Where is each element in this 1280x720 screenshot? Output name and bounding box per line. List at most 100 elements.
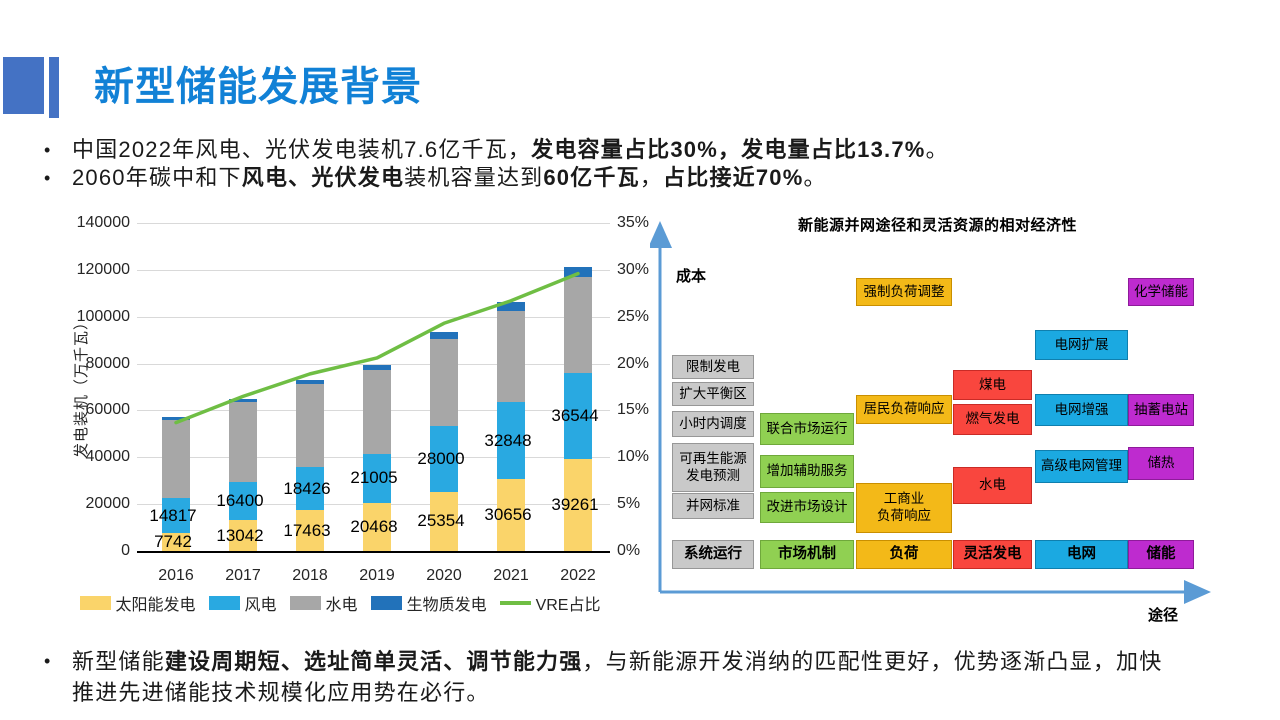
- y2-tick-label: 20%: [617, 354, 650, 372]
- bar-data-label: 21005: [350, 468, 398, 488]
- grid-line: [137, 223, 610, 224]
- text-run: 风电、光伏发电: [241, 165, 405, 190]
- y-tick-label: 40000: [85, 448, 131, 466]
- bullet-text: 2060年碳中和下风电、光伏发电装机容量达到60亿千瓦，占比接近70%。: [72, 165, 827, 190]
- bar-data-label: 13042: [216, 525, 264, 545]
- x-tick-label: 2022: [560, 567, 596, 584]
- legend-item: 风电: [208, 591, 277, 615]
- text-run: 装机容量达到: [404, 165, 544, 190]
- x-tick-label: 2018: [292, 567, 328, 584]
- x-tick-label: 2020: [426, 567, 462, 584]
- diagram-box: 储热: [1128, 447, 1194, 480]
- bullet-marker: •: [44, 168, 52, 188]
- diagram-box: 扩大平衡区: [672, 382, 754, 406]
- bar-data-label: 20468: [350, 517, 398, 537]
- bar-data-label: 32848: [484, 430, 532, 450]
- diagram-box: 水电: [953, 467, 1032, 504]
- text-run: 新型储能: [72, 649, 165, 674]
- bar-segment: [430, 332, 458, 340]
- diagram-box: 市场机制: [760, 540, 854, 569]
- bar-segment: [162, 420, 190, 499]
- grid-line: [137, 363, 610, 365]
- bar-segment: [564, 266, 592, 277]
- pathway-axis-label: 途径: [1148, 608, 1179, 624]
- bar-data-label: 7742: [154, 531, 192, 551]
- vre-line: [174, 271, 580, 425]
- bar-segment: [497, 479, 525, 551]
- x-tick-label: 2017: [225, 567, 261, 584]
- text-run: ，与新能源开发消纳的匹配性更好，优势逐渐凸显，加快: [582, 649, 1163, 674]
- legend-label: VRE占比: [535, 597, 601, 614]
- bar-data-label: 36544: [551, 406, 599, 426]
- y2-tick-label: 10%: [617, 448, 650, 466]
- bar-segment: [229, 520, 257, 551]
- diagram-axes: [650, 221, 1211, 604]
- bullet-marker: •: [44, 651, 52, 671]
- text-run: 2060年碳中和下: [72, 165, 242, 190]
- diagram-box: 可再生能源 发电预测: [672, 443, 754, 492]
- bar-segment: [497, 402, 525, 480]
- bar-segment: [430, 339, 458, 426]
- y-tick-label: 0: [121, 542, 130, 559]
- x-tick-label: 2021: [493, 567, 529, 584]
- y-tick-label: 20000: [85, 495, 131, 513]
- legend-swatch: [499, 601, 531, 605]
- y2-tick-label: 0%: [617, 542, 641, 559]
- text-run: 。: [925, 137, 949, 162]
- bar-segment: [564, 459, 592, 551]
- bar-segment: [229, 482, 257, 521]
- bar-segment: [430, 491, 458, 551]
- y-tick-label: 80000: [85, 354, 131, 372]
- bar-data-label: 28000: [417, 448, 465, 468]
- bar-segment: [162, 417, 190, 421]
- diagram-box: 居民负荷响应: [856, 395, 952, 424]
- legend-item: VRE占比: [499, 591, 601, 615]
- y2-tick-label: 35%: [617, 214, 650, 231]
- legend-swatch: [208, 596, 240, 610]
- text-run: 建设周期短、选址简单灵活、调节能力强: [164, 649, 583, 674]
- diagram-box: 电网扩展: [1035, 330, 1128, 360]
- economics-diagram: 新能源并网途径和灵活资源的相对经济性 成本 途径 强制负荷调整 化学储能 电网扩展限…: [650, 210, 1225, 642]
- legend-swatch: [79, 596, 111, 610]
- bar-data-label: 16400: [216, 491, 264, 511]
- diagram-box: 储能: [1128, 540, 1194, 569]
- diagram-box: 系统运行: [672, 540, 754, 569]
- bar-segment: [296, 384, 324, 467]
- grid-line: [137, 316, 610, 318]
- legend-swatch: [289, 596, 321, 610]
- bar-segment: [363, 503, 391, 551]
- legend-label: 风电: [244, 597, 277, 614]
- diagram-box: 电网增强: [1035, 394, 1128, 426]
- diagram-box: 限制发电: [672, 355, 754, 379]
- bar-data-label: 14817: [149, 505, 197, 525]
- y2-tick-label: 25%: [617, 307, 650, 325]
- text-run: ，: [639, 165, 664, 190]
- text-run: 占比接近70%: [663, 165, 804, 190]
- bar-segment: [296, 510, 324, 551]
- bar-segment: [229, 402, 257, 482]
- accent-bar-large: [3, 57, 44, 114]
- grid-line: [137, 269, 610, 271]
- diagram-box: 电网: [1035, 540, 1128, 569]
- diagram-box: 燃气发电: [953, 404, 1032, 435]
- bar-segment: [430, 425, 458, 492]
- bar-segment: [296, 380, 324, 385]
- bar-segment: [564, 276, 592, 374]
- diagram-box: 联合市场运行: [760, 413, 854, 445]
- text-run: 中国2022年风电、光伏发电装机7.6亿千瓦，: [72, 137, 532, 162]
- diagram-box: 增加辅助服务: [760, 455, 854, 488]
- diagram-box: 小时内调度: [672, 411, 754, 437]
- diagram-box: 负荷: [856, 540, 952, 569]
- bullet-text: 新型储能建设周期短、选址简单灵活、调节能力强，与新能源开发消纳的匹配性更好，优势…: [72, 646, 1234, 708]
- bar-data-label: 30656: [484, 505, 532, 525]
- diagram-box: 煤电: [953, 370, 1032, 400]
- accent-bar-small: [49, 57, 59, 118]
- legend-item: 太阳能发电: [79, 591, 196, 615]
- bullet-item: • 新型储能建设周期短、选址简单灵活、调节能力强，与新能源开发消纳的匹配性更好，优…: [44, 646, 1234, 708]
- bar-data-label: 25354: [417, 511, 465, 531]
- cost-axis-label: 成本: [676, 269, 707, 285]
- bar-segment: [497, 301, 525, 311]
- legend-swatch: [370, 596, 402, 610]
- text-run: 。: [803, 165, 827, 190]
